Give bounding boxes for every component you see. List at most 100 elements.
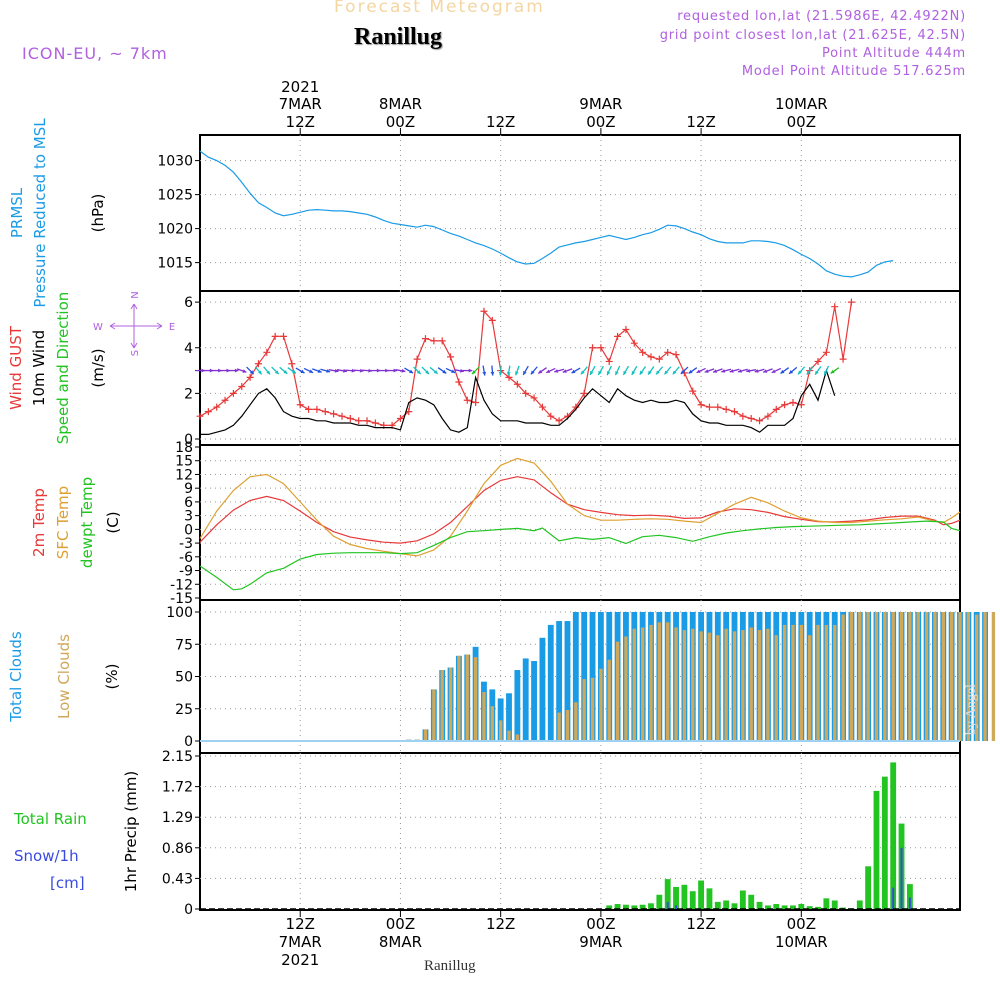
temp-axis-label: dewpt Temp — [78, 477, 96, 568]
arrow-head — [631, 370, 636, 375]
arrow-head — [806, 370, 811, 375]
arrow-head — [598, 370, 602, 375]
pressure-axis-label: Pressure Reduced to MSL — [31, 118, 49, 308]
rain-bar — [756, 901, 763, 909]
wind-direction-arrow — [729, 368, 740, 373]
low-cloud-bar — [423, 729, 428, 741]
wind-direction-arrow — [712, 368, 723, 373]
temp-sfc-line — [199, 457, 961, 557]
arrow-head — [704, 369, 709, 373]
wind-direction-arrow — [387, 368, 398, 373]
gust-marker — [330, 410, 338, 418]
y-tick-label: -6 — [179, 550, 193, 566]
gust-marker — [505, 373, 513, 381]
y-tick-label: 9 — [184, 481, 193, 497]
total-cloud-bar — [497, 698, 504, 741]
gust-marker — [672, 351, 680, 359]
wind-direction-arrow — [462, 368, 473, 373]
wind-direction-arrow — [220, 368, 231, 373]
low-cloud-bar — [707, 632, 712, 741]
arrow-head — [385, 368, 389, 373]
low-cloud-bar — [749, 627, 753, 741]
precip-axis-label: 1hr Precip (mm) — [122, 771, 140, 892]
wind-direction-arrow — [271, 366, 280, 375]
low-cloud-bar — [941, 612, 945, 741]
time-label-top-day: 9MAR — [579, 95, 622, 113]
arrow-head — [409, 369, 414, 374]
time-label-top-year: 2021 — [281, 78, 319, 96]
gust-marker — [538, 403, 546, 411]
gust-marker — [747, 414, 755, 422]
rain-bar — [906, 884, 913, 909]
wind-direction-arrow — [614, 365, 621, 376]
y-tick-label: 0.86 — [162, 841, 193, 857]
rain-bar — [865, 866, 872, 909]
low-cloud-bar — [966, 612, 971, 741]
wind-direction-arrow — [490, 365, 495, 376]
y-tick-label: 1.72 — [162, 780, 193, 796]
time-label-top-hour: 00Z — [386, 113, 415, 131]
location-name: Ranillug — [354, 24, 443, 50]
arrow-head — [824, 371, 828, 376]
low-cloud-bar — [958, 612, 962, 741]
total-cloud-bar — [522, 658, 529, 741]
arrow-head — [359, 368, 364, 373]
low-cloud-bar — [657, 622, 662, 741]
arrow-head — [451, 369, 456, 373]
gust-line — [199, 302, 852, 426]
model-name: ICON-EU, ~ 7km — [22, 44, 168, 63]
temp-axis-label: (C) — [104, 511, 122, 533]
low-cloud-bar — [624, 636, 628, 741]
arrow-head — [729, 369, 734, 373]
low-cloud-bar — [448, 667, 453, 741]
rain-bar — [764, 905, 771, 909]
rain-bar — [823, 898, 830, 909]
low-cloud-bar — [791, 624, 795, 741]
wind-direction-arrow — [421, 366, 430, 375]
arrow-head — [209, 368, 214, 373]
low-cloud-bar — [457, 655, 461, 741]
arrow-head — [713, 369, 718, 373]
cloud-axis-label: (%) — [103, 664, 121, 690]
wind-direction-arrow — [353, 368, 364, 373]
arrow-head — [291, 369, 296, 374]
compass-vertical-arrow — [130, 303, 138, 349]
wind-axis-label: (m/s) — [89, 348, 107, 387]
time-label-bottom-hour: 12Z — [686, 915, 715, 933]
arrow-head — [771, 369, 776, 373]
y-tick-label: -12 — [170, 577, 193, 593]
gust-marker — [296, 401, 304, 409]
arrow-head — [351, 368, 356, 373]
cloud-axis-label: Total Clouds — [7, 631, 25, 723]
low-cloud-bar — [782, 624, 787, 741]
temp-axis-label: SFC Temp — [54, 486, 72, 559]
chart-marks — [195, 150, 996, 910]
y-tick-label: 50 — [175, 670, 193, 686]
time-label-top-hour: 00Z — [586, 113, 615, 131]
rain-bar — [748, 894, 755, 909]
wind-direction-arrow — [522, 365, 529, 376]
y-tick-label: 0 — [184, 522, 193, 538]
arrow-head — [523, 370, 527, 375]
author-credit: by Angel — [964, 684, 979, 735]
time-label-bottom-day: 8MAR — [379, 933, 422, 951]
arrow-head — [309, 369, 314, 373]
time-label-top-day: 7MAR — [279, 95, 322, 113]
temp-dewpoint-line — [199, 520, 961, 591]
wind-direction-arrow — [328, 368, 339, 373]
low-cloud-bar — [891, 612, 895, 741]
gust-marker — [271, 332, 279, 340]
low-cloud-bar — [991, 612, 996, 741]
panel-frame-4 — [199, 752, 961, 911]
gust-marker — [605, 357, 613, 365]
low-cloud-bar — [975, 614, 979, 741]
gust-marker — [355, 417, 363, 425]
gust-marker — [280, 332, 288, 340]
gust-marker — [714, 403, 722, 411]
gust-marker — [213, 403, 221, 411]
low-cloud-bar — [691, 628, 695, 741]
low-cloud-bar — [741, 630, 745, 741]
gust-marker — [288, 360, 296, 368]
arrow-head — [754, 369, 759, 373]
point-altitude: Point Altitude 444m — [821, 46, 966, 61]
